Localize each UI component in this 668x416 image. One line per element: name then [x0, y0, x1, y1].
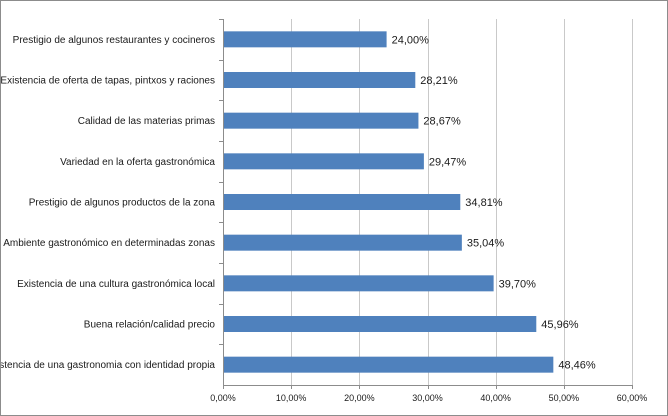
- x-tick-label: 0,00%: [210, 393, 236, 403]
- category-label: Calidad de las materias primas: [78, 116, 215, 127]
- data-label: 29,47%: [429, 156, 467, 168]
- category-label: Existencia de una gastronomia con identi…: [1, 360, 215, 371]
- category-label: Ambiente gastronómico en determinadas zo…: [3, 238, 215, 249]
- bar: [224, 275, 494, 292]
- bar: [224, 31, 387, 48]
- bar: [224, 234, 462, 251]
- category-label: Prestigio de algunos productos de la zon…: [29, 198, 216, 209]
- x-tick-label: 10,00%: [276, 393, 307, 403]
- bar: [224, 72, 416, 88]
- category-label: Existencia de oferta de tapas, pintxos y…: [1, 76, 215, 87]
- bar: [224, 316, 537, 332]
- category-label: Buena relación/calidad precio: [84, 320, 216, 331]
- labels: 0,00% 10,00% 20,00% 30,00% 40,00% 50,00% 60,00…: [1, 34, 647, 403]
- category-label: Variedad en la oferta gastronómica: [60, 157, 215, 168]
- bar: [224, 356, 554, 373]
- data-label: 24,00%: [392, 34, 430, 46]
- x-tick-label: 30,00%: [412, 393, 443, 403]
- category-label: Existencia de una cultura gastronómica l…: [17, 279, 215, 290]
- data-label: 34,81%: [465, 197, 503, 209]
- data-label: 28,67%: [423, 116, 461, 128]
- data-label: 39,70%: [499, 278, 537, 290]
- category-label: Prestigio de algunos restaurantes y coci…: [13, 35, 215, 46]
- bar: [224, 112, 419, 129]
- x-tick-label: 40,00%: [480, 393, 511, 403]
- data-label: 48,46%: [558, 360, 596, 372]
- bars: [224, 31, 554, 373]
- data-label: 28,21%: [420, 75, 458, 87]
- x-tick-label: 60,00%: [617, 393, 648, 403]
- axes: [219, 19, 633, 389]
- bar: [224, 153, 424, 170]
- bar: [224, 194, 461, 210]
- x-tick-label: 50,00%: [549, 393, 580, 403]
- x-tick-label: 20,00%: [344, 393, 375, 403]
- data-label: 45,96%: [541, 319, 579, 331]
- data-label: 35,04%: [467, 238, 505, 250]
